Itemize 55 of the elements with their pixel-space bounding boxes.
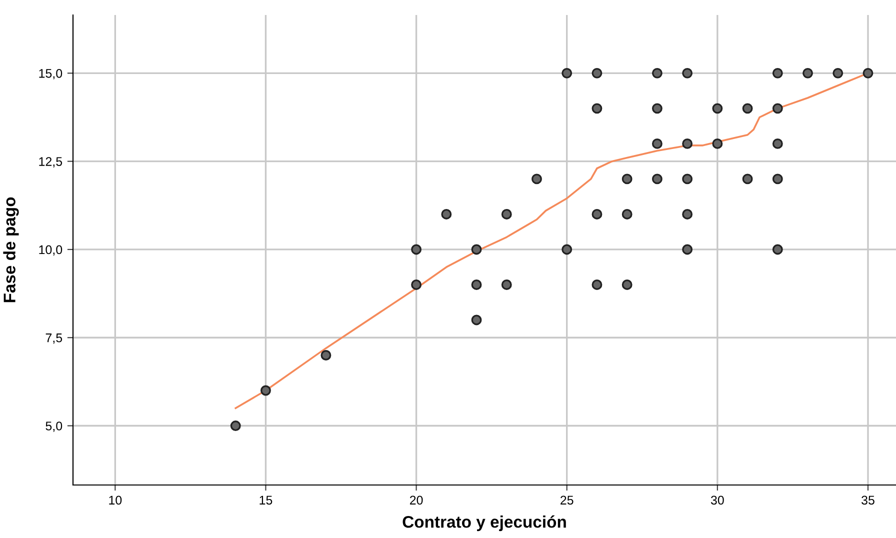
point [562,68,572,78]
point [682,208,693,220]
point [712,138,723,149]
point [592,280,602,290]
point [652,68,662,78]
point [501,208,512,220]
point [862,68,874,78]
x-axis-title: Contrato y ejecución [402,515,566,532]
y-tick-label: 7,5 [46,334,62,344]
x-tick-label: 15 [260,496,272,505]
point [742,103,753,114]
point [471,244,482,255]
point [471,280,482,290]
point [441,208,452,220]
point [712,103,723,114]
y-tick-label: 10,0 [39,245,62,256]
point [622,208,632,220]
point [652,174,662,184]
x-tick-label: 20 [410,496,423,505]
y-axis-title: Fase de pago [3,197,19,302]
point [742,174,753,184]
y-tick-label: 5,0 [46,422,62,432]
y-tick-label: 12,5 [39,157,62,168]
point [772,103,783,114]
point [832,68,844,78]
point [622,174,632,184]
point [682,138,693,149]
x-tick-label: 30 [710,496,724,505]
point [682,174,693,184]
point [772,68,783,78]
point [682,68,693,78]
x-tick-label: 35 [862,496,874,505]
point [471,314,482,326]
point [260,385,271,396]
point [411,244,422,255]
x-tick-label: 10 [109,496,122,505]
point [652,103,662,114]
point [772,244,783,255]
point [622,280,632,290]
point [592,208,602,220]
point [772,138,783,149]
point [682,244,693,255]
point [652,138,662,149]
point [562,244,572,255]
point [230,420,241,431]
point [802,68,813,78]
point [320,350,332,360]
point [411,280,422,290]
point [592,103,602,114]
point [772,174,783,184]
point [592,68,602,78]
point [501,280,512,290]
x-tick-label: 25 [560,496,574,505]
y-tick-label: 15,0 [39,68,62,80]
point [532,174,542,184]
